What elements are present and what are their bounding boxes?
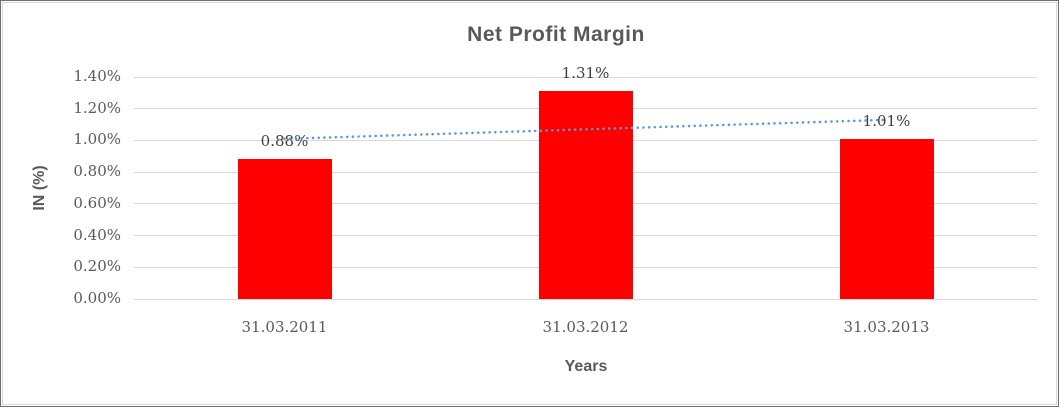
y-axis-tick-label: 0.60% — [73, 193, 121, 212]
x-axis-tick-label: 31.03.2013 — [843, 318, 930, 336]
bar-31.03.2013[interactable] — [839, 138, 934, 299]
data-label: 1.31% — [561, 64, 610, 83]
y-axis-tick-label: 1.20% — [73, 98, 121, 117]
y-axis-tick-label: 1.00% — [73, 130, 121, 149]
x-axis-tick-label: 31.03.2012 — [542, 318, 629, 336]
y-axis-tick-label: 0.00% — [73, 289, 121, 307]
bar-31.03.2012[interactable] — [538, 91, 633, 299]
gridline — [134, 298, 1037, 300]
y-axis-tick-label: 0.80% — [73, 162, 121, 181]
y-axis-tick-label: 0.40% — [73, 225, 121, 244]
data-label: 1.01% — [862, 111, 911, 130]
y-axis-tick-label: 1.40% — [73, 67, 121, 85]
data-label: 0.88% — [260, 132, 309, 151]
chart-title: Net Profit Margin — [467, 23, 645, 46]
bar-31.03.2011[interactable] — [237, 159, 332, 299]
x-axis-tick-label: 31.03.2011 — [241, 318, 328, 336]
gridline — [134, 76, 1037, 78]
y-axis-tick-label: 0.20% — [73, 257, 121, 276]
x-axis-title: Years — [564, 358, 608, 375]
